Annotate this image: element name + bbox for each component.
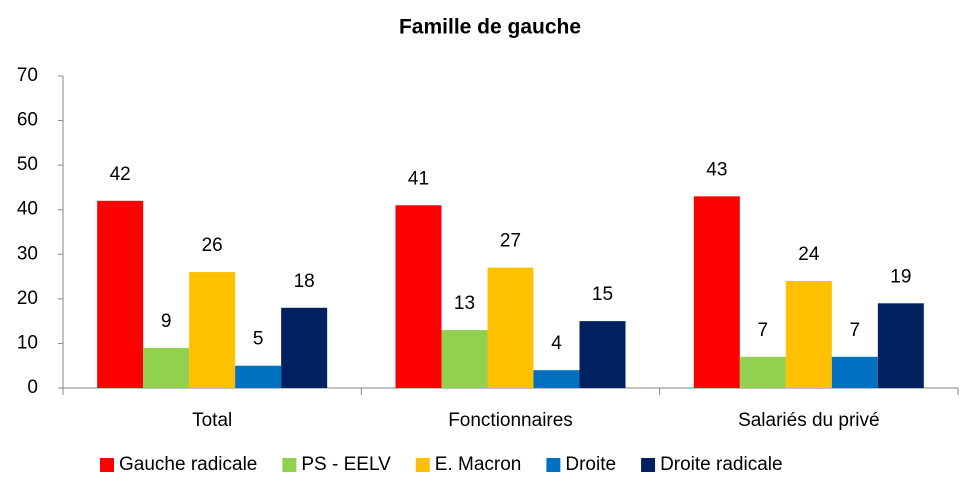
y-tick-label: 0 — [27, 377, 38, 398]
bar — [441, 330, 488, 388]
y-tick-label: 70 — [17, 65, 38, 86]
bar — [281, 307, 328, 388]
legend-label: Droite radicale — [660, 454, 783, 475]
data-label: 15 — [592, 284, 613, 305]
data-label: 19 — [890, 266, 911, 287]
bar — [395, 205, 442, 388]
y-tick-label: 30 — [17, 243, 38, 264]
legend-label: PS - EELV — [301, 454, 391, 475]
data-label: 9 — [161, 311, 172, 332]
bar — [235, 365, 282, 388]
y-tick-label: 40 — [17, 199, 38, 220]
legend-label: E. Macron — [435, 454, 522, 475]
bar — [579, 321, 626, 388]
bar — [487, 267, 534, 388]
x-tick-label: Salariés du privé — [738, 410, 880, 431]
legend-swatch — [546, 458, 561, 472]
data-label: 4 — [551, 333, 562, 354]
legend-swatch — [100, 458, 114, 472]
bar — [693, 196, 740, 388]
data-label: 5 — [253, 329, 264, 350]
legend-swatch — [282, 458, 297, 472]
chart-title: Famille de gauche — [399, 16, 581, 39]
data-label: 26 — [202, 235, 223, 256]
bar — [877, 303, 924, 388]
data-label: 41 — [408, 168, 429, 189]
x-tick-label: Total — [192, 410, 232, 431]
bar — [739, 356, 786, 388]
y-tick-label: 60 — [17, 110, 38, 131]
data-label: 7 — [758, 320, 769, 341]
bar — [533, 370, 580, 388]
data-label: 13 — [454, 293, 475, 314]
data-label: 42 — [110, 164, 131, 185]
data-label: 7 — [850, 320, 861, 341]
data-label: 18 — [294, 271, 315, 292]
data-label: 27 — [500, 231, 521, 252]
bar — [97, 200, 144, 388]
legend-swatch — [641, 458, 656, 472]
legend-label: Gauche radicale — [119, 454, 257, 475]
legend-label: Droite — [565, 454, 616, 475]
bar — [143, 347, 190, 388]
data-label: 24 — [798, 244, 820, 265]
bar — [785, 281, 832, 388]
y-tick-label: 50 — [17, 154, 38, 175]
y-tick-label: 10 — [17, 332, 38, 353]
x-tick-label: Fonctionnaires — [448, 410, 573, 431]
bar — [831, 356, 878, 388]
bar — [189, 272, 236, 388]
legend-swatch — [415, 458, 430, 472]
y-tick-label: 20 — [17, 288, 38, 309]
data-label: 43 — [706, 159, 727, 180]
